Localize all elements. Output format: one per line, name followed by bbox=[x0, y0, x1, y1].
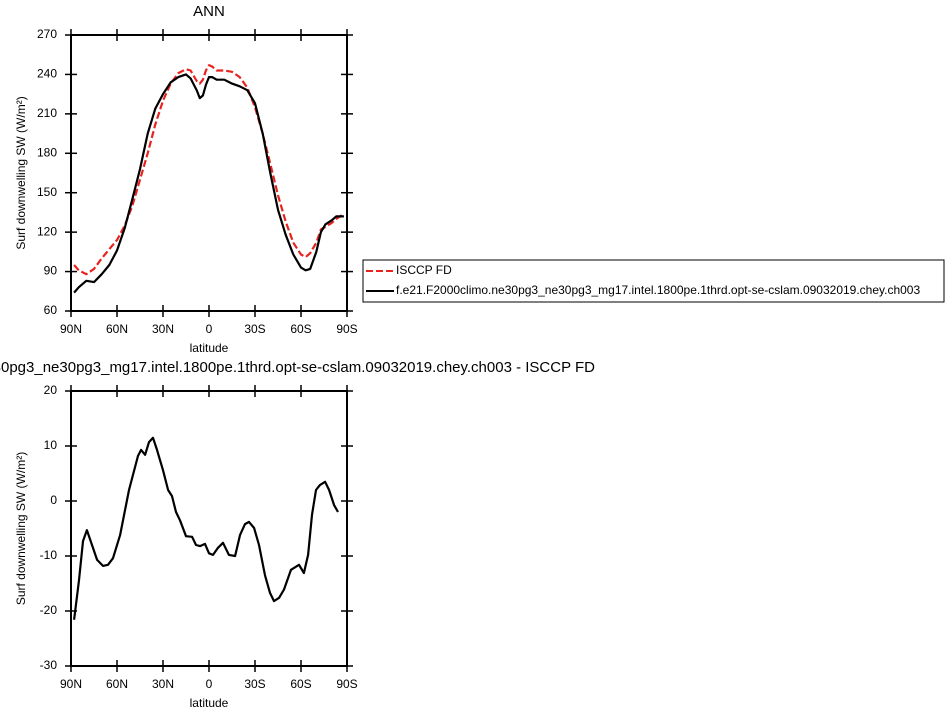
x-tick-label: 60S bbox=[290, 322, 311, 336]
y-tick-label: 180 bbox=[37, 145, 57, 159]
y-axis-label: Surf downwelling SW (W/m²) bbox=[14, 452, 28, 605]
y-tick-label: 270 bbox=[37, 27, 57, 41]
x-tick-label: 30S bbox=[244, 322, 265, 336]
x-tick-label: 0 bbox=[206, 322, 213, 336]
legend-label: ISCCP FD bbox=[396, 263, 452, 277]
x-tick-label: 60S bbox=[290, 677, 311, 691]
data-line bbox=[73, 73, 344, 294]
data-line bbox=[73, 436, 339, 620]
x-tick-label: 30S bbox=[244, 677, 265, 691]
legend-label: f.e21.F2000climo.ne30pg3_ne30pg3_mg17.in… bbox=[396, 283, 920, 297]
y-tick-label: -20 bbox=[40, 603, 58, 617]
x-tick-label: 90N bbox=[60, 677, 82, 691]
x-tick-label: 90N bbox=[60, 322, 82, 336]
y-tick-label: 20 bbox=[44, 383, 58, 397]
y-tick-label: 240 bbox=[37, 67, 57, 81]
chart-title: ANN bbox=[193, 3, 225, 20]
x-tick-label: 60N bbox=[106, 677, 128, 691]
legend-box bbox=[362, 259, 945, 303]
x-tick-label: 30N bbox=[152, 677, 174, 691]
data-line bbox=[73, 64, 345, 276]
y-tick-label: 120 bbox=[37, 224, 57, 238]
y-axis-label: Surf downwelling SW (W/m²) bbox=[14, 96, 28, 249]
plot-frame bbox=[70, 390, 348, 667]
y-tick-label: 60 bbox=[44, 303, 58, 317]
y-tick-label: 150 bbox=[37, 185, 57, 199]
x-tick-label: 0 bbox=[206, 677, 213, 691]
x-tick-label: 90S bbox=[336, 677, 357, 691]
y-tick-label: 0 bbox=[50, 493, 57, 507]
y-tick-label: 10 bbox=[44, 438, 58, 452]
y-tick-label: 90 bbox=[44, 264, 58, 278]
y-tick-label: -30 bbox=[40, 658, 58, 672]
y-tick-label: -10 bbox=[40, 548, 58, 562]
x-tick-label: 30N bbox=[152, 322, 174, 336]
x-axis-label: latitude bbox=[190, 341, 229, 355]
x-tick-label: 90S bbox=[336, 322, 357, 336]
x-tick-label: 60N bbox=[106, 322, 128, 336]
y-tick-label: 210 bbox=[37, 106, 57, 120]
chart-title: f.e21.F2000climo.ne30pg3_ne30pg3_mg17.in… bbox=[0, 359, 595, 376]
x-axis-label: latitude bbox=[190, 696, 229, 710]
